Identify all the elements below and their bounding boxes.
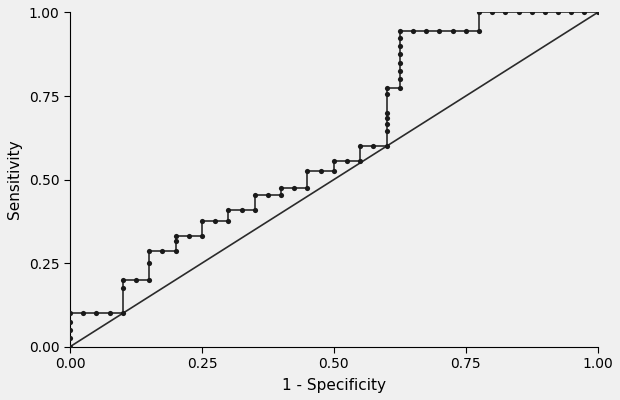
Point — [118, 310, 128, 316]
Point — [395, 34, 405, 41]
Point — [395, 43, 405, 49]
Point — [65, 344, 75, 350]
Point — [395, 28, 405, 34]
Point — [540, 9, 550, 16]
Point — [223, 218, 233, 224]
Point — [157, 248, 167, 255]
Point — [65, 335, 75, 342]
Point — [395, 51, 405, 58]
Point — [303, 168, 312, 174]
Point — [118, 277, 128, 283]
Point — [250, 206, 260, 213]
Point — [170, 233, 180, 240]
Point — [303, 185, 312, 191]
Point — [566, 9, 576, 16]
Point — [65, 310, 75, 316]
Point — [382, 121, 392, 128]
Point — [276, 185, 286, 191]
Point — [395, 68, 405, 74]
Point — [448, 28, 458, 34]
Point — [144, 277, 154, 283]
Point — [290, 185, 299, 191]
Point — [329, 168, 339, 174]
Point — [276, 192, 286, 198]
Point — [382, 91, 392, 98]
Point — [131, 277, 141, 283]
Point — [382, 128, 392, 134]
Point — [382, 143, 392, 149]
Point — [144, 248, 154, 255]
Point — [395, 59, 405, 66]
Point — [527, 9, 537, 16]
Y-axis label: Sensitivity: Sensitivity — [7, 140, 22, 219]
Point — [435, 28, 445, 34]
Point — [513, 9, 523, 16]
Point — [170, 248, 180, 255]
Point — [250, 192, 260, 198]
Point — [474, 9, 484, 16]
X-axis label: 1 - Specificity: 1 - Specificity — [282, 378, 386, 393]
Point — [395, 84, 405, 91]
Point — [461, 28, 471, 34]
Point — [197, 218, 207, 224]
Point — [197, 233, 207, 240]
Point — [368, 143, 378, 149]
Point — [105, 310, 115, 316]
Point — [263, 192, 273, 198]
Point — [118, 285, 128, 292]
Point — [78, 310, 88, 316]
Point — [408, 28, 418, 34]
Point — [92, 310, 102, 316]
Point — [382, 110, 392, 116]
Point — [580, 9, 590, 16]
Point — [210, 218, 220, 224]
Point — [355, 143, 365, 149]
Point — [382, 114, 392, 121]
Point — [474, 28, 484, 34]
Point — [184, 233, 193, 240]
Point — [342, 158, 352, 164]
Point — [237, 206, 247, 213]
Point — [500, 9, 510, 16]
Point — [170, 238, 180, 245]
Point — [553, 9, 563, 16]
Point — [144, 260, 154, 266]
Point — [593, 9, 603, 16]
Point — [395, 76, 405, 82]
Point — [382, 84, 392, 91]
Point — [487, 9, 497, 16]
Point — [329, 158, 339, 164]
Point — [355, 158, 365, 164]
Point — [421, 28, 431, 34]
Point — [65, 318, 75, 325]
Point — [223, 206, 233, 213]
Point — [316, 168, 326, 174]
Point — [65, 327, 75, 333]
